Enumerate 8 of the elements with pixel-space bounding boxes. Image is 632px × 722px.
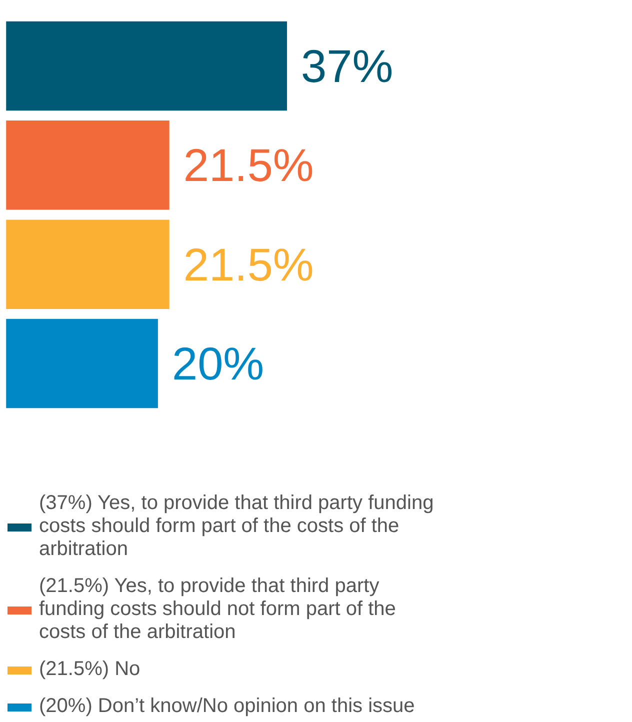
data-label: 21.5% <box>183 238 314 290</box>
data-label: 20% <box>172 338 264 390</box>
data-label: 37% <box>301 40 394 92</box>
legend-label: (20%) Don’t know/No opinion on this issue <box>39 695 415 718</box>
legend-label: (21.5%) No <box>39 658 140 681</box>
legend-label: (37%) Yes, to provide that third party funding costs should form part of the costs of the arbitration <box>39 492 434 561</box>
data-label: 21.5% <box>183 139 314 192</box>
legend-label: (21.5%) Yes, to provide that third party funding costs should not form part of the costs of the arbitration <box>39 575 396 644</box>
